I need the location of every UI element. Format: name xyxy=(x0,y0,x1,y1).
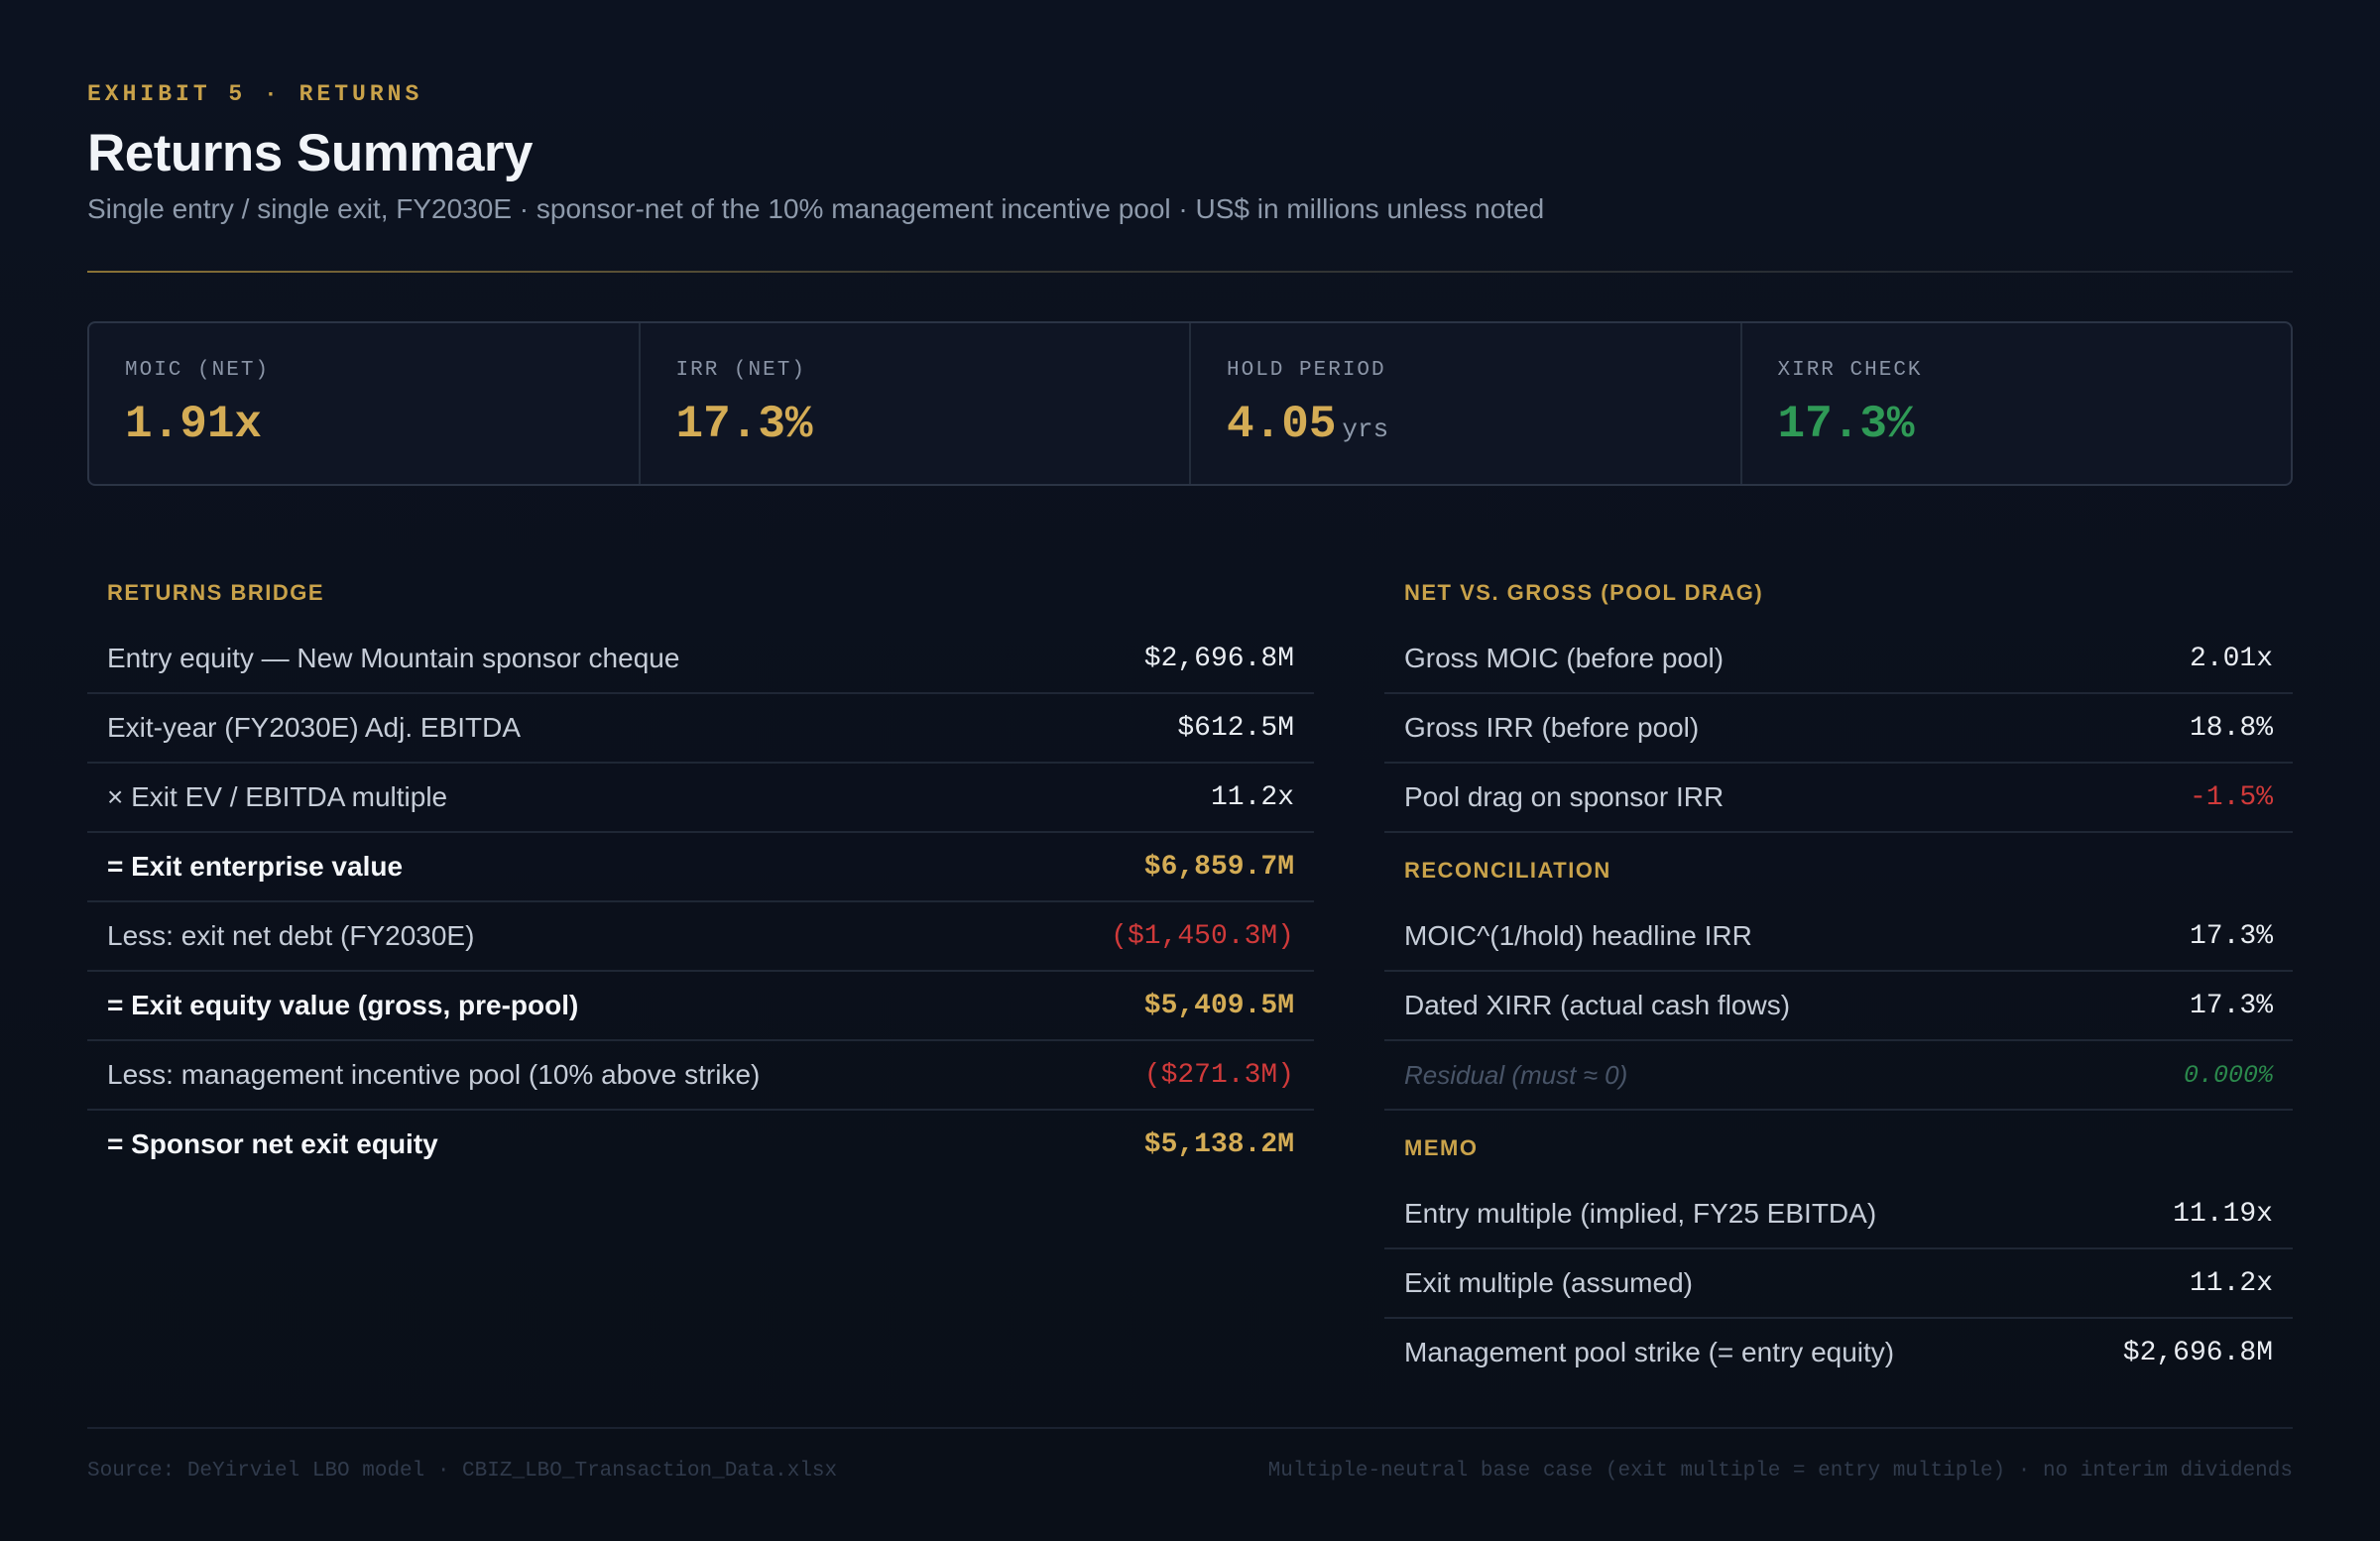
table-row: Pool drag on sponsor IRR -1.5% xyxy=(1384,764,2293,833)
section-heading-memo: MEMO xyxy=(1404,1135,1479,1160)
row-label: Pool drag on sponsor IRR xyxy=(1404,781,1725,812)
kpi-value: 1.91x xyxy=(125,399,262,450)
exhibit-eyebrow: EXHIBIT 5 · RETURNS xyxy=(87,81,423,107)
kpi-hold-period: HOLD PERIOD 4.05 yrs xyxy=(1191,323,1742,484)
row-value: 11.2x xyxy=(2189,1267,2273,1299)
section-heading-reconciliation: RECONCILIATION xyxy=(1404,858,1611,883)
row-value: 18.8% xyxy=(2189,712,2273,744)
row-label: Gross MOIC (before pool) xyxy=(1404,643,1725,673)
kpi-number: 17.3% xyxy=(1777,399,1915,450)
kpi-number: 17.3% xyxy=(675,399,813,450)
returns-summary-page: EXHIBIT 5 · RETURNS Returns Summary Sing… xyxy=(87,0,2293,1541)
row-value-negative: ($1,450.3M) xyxy=(1111,920,1294,952)
kpi-value: 4.05 yrs xyxy=(1227,399,1388,450)
kpi-value: 17.3% xyxy=(676,399,813,450)
table-row: Less: exit net debt (FY2030E) ($1,450.3M… xyxy=(87,902,1314,972)
row-label: Dated XIRR (actual cash flows) xyxy=(1404,990,1791,1020)
row-label: Less: management incentive pool (10% abo… xyxy=(107,1059,761,1090)
net-gross-reconciliation-panel: NET VS. GROSS (POOL DRAG) Gross MOIC (be… xyxy=(1384,561,2293,1386)
row-label: = Exit equity value (gross, pre-pool) xyxy=(107,990,579,1020)
table-row: Exit-year (FY2030E) Adj. EBITDA $612.5M xyxy=(87,694,1314,764)
kpi-unit: yrs xyxy=(1342,415,1389,444)
table-row: Gross IRR (before pool) 18.8% xyxy=(1384,694,2293,764)
row-label: Exit-year (FY2030E) Adj. EBITDA xyxy=(107,712,522,743)
table-row-subtotal: = Exit enterprise value $6,859.7M xyxy=(87,833,1314,902)
row-label: Management pool strike (= entry equity) xyxy=(1404,1337,1895,1367)
kpi-xirr-check: XIRR CHECK 17.3% xyxy=(1742,323,2292,484)
row-value: 11.19x xyxy=(2173,1198,2273,1230)
row-value: 2.01x xyxy=(2189,643,2273,674)
row-label: MOIC^(1/hold) headline IRR xyxy=(1404,920,1752,951)
table-row: Entry equity — New Mountain sponsor cheq… xyxy=(87,625,1314,694)
row-label: Gross IRR (before pool) xyxy=(1404,712,1700,743)
row-value-negative: ($271.3M) xyxy=(1143,1059,1294,1091)
row-value: $6,859.7M xyxy=(1143,851,1294,883)
section-heading-returns-bridge: RETURNS BRIDGE xyxy=(107,580,325,605)
returns-bridge-table: RETURNS BRIDGE Entry equity — New Mounta… xyxy=(87,561,1314,1178)
row-value: 11.2x xyxy=(1210,781,1294,813)
row-value: $612.5M xyxy=(1177,712,1294,744)
page-title: Returns Summary xyxy=(87,124,534,182)
kpi-strip: MOIC (NET) 1.91x IRR (NET) 17.3% HOLD PE… xyxy=(87,321,2293,486)
footer-source: Source: DeYirviel LBO model · CBIZ_LBO_T… xyxy=(87,1460,838,1482)
header-divider xyxy=(87,271,2293,273)
row-value: 17.3% xyxy=(2189,920,2273,952)
row-value: 17.3% xyxy=(2189,990,2273,1021)
kpi-moic-net: MOIC (NET) 1.91x xyxy=(89,323,641,484)
row-label: Residual (must ≈ 0) xyxy=(1404,1059,1628,1090)
row-label: Entry multiple (implied, FY25 EBITDA) xyxy=(1404,1198,1877,1229)
table-row: Management pool strike (= entry equity) … xyxy=(1384,1319,2293,1386)
row-label: = Exit enterprise value xyxy=(107,851,404,882)
row-label: Entry equity — New Mountain sponsor cheq… xyxy=(107,643,680,673)
row-label: Less: exit net debt (FY2030E) xyxy=(107,920,475,951)
kpi-label: MOIC (NET) xyxy=(125,359,271,382)
page-subtitle: Single entry / single exit, FY2030E · sp… xyxy=(87,193,1545,224)
table-row: Exit multiple (assumed) 11.2x xyxy=(1384,1249,2293,1319)
table-row: Less: management incentive pool (10% abo… xyxy=(87,1041,1314,1111)
table-row: Gross MOIC (before pool) 2.01x xyxy=(1384,625,2293,694)
kpi-number: 4.05 xyxy=(1227,399,1337,450)
kpi-number: 1.91x xyxy=(125,399,263,450)
table-row: Dated XIRR (actual cash flows) 17.3% xyxy=(1384,972,2293,1041)
table-row-residual: Residual (must ≈ 0) 0.000% xyxy=(1384,1041,2293,1111)
kpi-label: IRR (NET) xyxy=(675,359,806,382)
row-label: Exit multiple (assumed) xyxy=(1404,1267,1693,1298)
kpi-label: XIRR CHECK xyxy=(1777,359,1923,382)
kpi-value: 17.3% xyxy=(1778,399,1915,450)
footer-note: Multiple-neutral base case (exit multipl… xyxy=(1267,1460,2293,1482)
table-row: MOIC^(1/hold) headline IRR 17.3% xyxy=(1384,902,2293,972)
table-row-subtotal: = Exit equity value (gross, pre-pool) $5… xyxy=(87,972,1314,1041)
row-value: 0.000% xyxy=(2183,1060,2273,1090)
table-row: Entry multiple (implied, FY25 EBITDA) 11… xyxy=(1384,1180,2293,1249)
row-label: = Sponsor net exit equity xyxy=(107,1128,438,1159)
kpi-label: HOLD PERIOD xyxy=(1227,359,1386,382)
table-row: × Exit EV / EBITDA multiple 11.2x xyxy=(87,764,1314,833)
section-heading-net-vs-gross: NET VS. GROSS (POOL DRAG) xyxy=(1404,580,1764,605)
row-value: $2,696.8M xyxy=(1143,643,1294,674)
kpi-irr-net: IRR (NET) 17.3% xyxy=(641,323,1191,484)
row-value-negative: -1.5% xyxy=(2189,781,2273,813)
footer-divider xyxy=(87,1427,2293,1429)
row-value: $5,138.2M xyxy=(1143,1128,1294,1160)
table-row-total: = Sponsor net exit equity $5,138.2M xyxy=(87,1111,1314,1178)
row-value: $2,696.8M xyxy=(2122,1337,2273,1368)
row-label: × Exit EV / EBITDA multiple xyxy=(107,781,448,812)
row-value: $5,409.5M xyxy=(1143,990,1294,1021)
